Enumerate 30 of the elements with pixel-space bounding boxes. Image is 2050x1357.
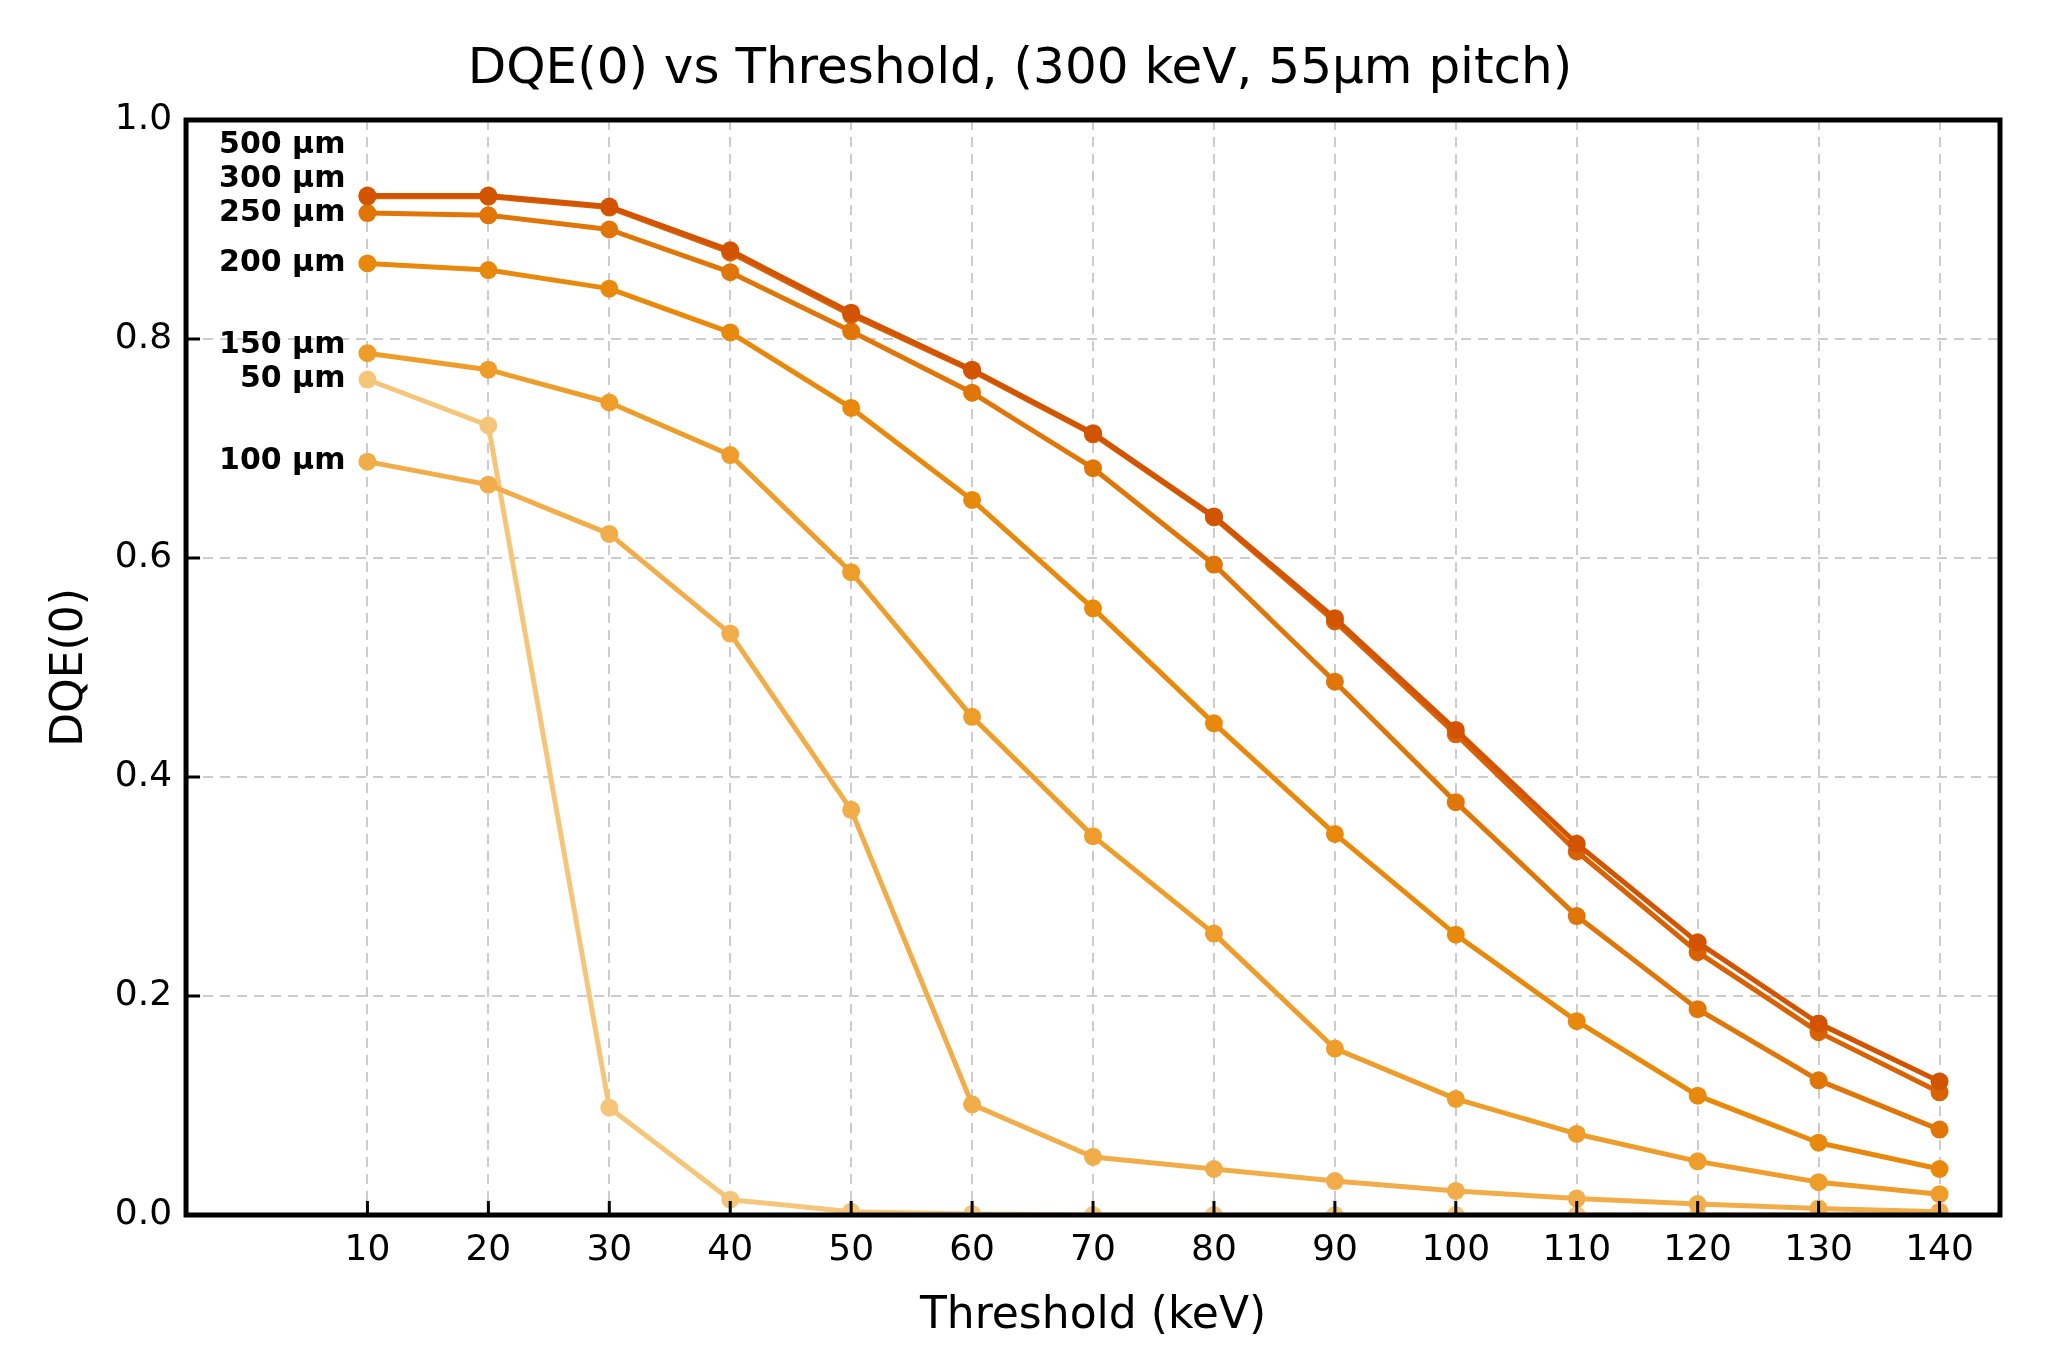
y-axis-title: DQE(0) bbox=[40, 588, 92, 747]
chart-title: DQE(0) vs Threshold, (300 keV, 55µm pitch) bbox=[467, 36, 1573, 95]
x-tick-label: 90 bbox=[1311, 1226, 1358, 1268]
y-tick-label: 0.4 bbox=[114, 753, 173, 795]
y-tick-label: 0.6 bbox=[114, 534, 173, 576]
x-tick-label: 50 bbox=[828, 1226, 875, 1268]
series-label: 100 µm bbox=[219, 441, 346, 477]
x-tick-label: 140 bbox=[1905, 1226, 1974, 1268]
x-axis-title: Threshold (keV) bbox=[918, 1287, 1267, 1339]
x-tick-label: 30 bbox=[586, 1226, 633, 1268]
y-tick-label: 1.0 bbox=[114, 96, 173, 138]
series-label: 200 µm bbox=[219, 243, 346, 279]
x-tick-label: 60 bbox=[949, 1226, 995, 1268]
series-label: 50 µm bbox=[239, 359, 346, 395]
series-label: 500 µm bbox=[219, 124, 346, 160]
x-tick-label: 10 bbox=[344, 1226, 391, 1268]
x-tick-label: 110 bbox=[1542, 1226, 1612, 1268]
x-tick-label: 120 bbox=[1663, 1226, 1733, 1268]
x-tick-label: 70 bbox=[1070, 1226, 1116, 1268]
x-tick-label: 80 bbox=[1191, 1226, 1237, 1268]
x-tick-label: 130 bbox=[1784, 1226, 1853, 1268]
x-tick-label: 40 bbox=[707, 1226, 754, 1268]
x-tick-label: 100 bbox=[1421, 1226, 1491, 1268]
series-label: 250 µm bbox=[219, 192, 346, 228]
y-tick-label: 0.2 bbox=[114, 972, 173, 1014]
y-tick-label: 0.0 bbox=[114, 1191, 173, 1233]
series-label: 150 µm bbox=[219, 325, 346, 361]
series-label: 300 µm bbox=[219, 158, 346, 194]
y-tick-label: 0.8 bbox=[114, 315, 173, 357]
x-tick-label: 20 bbox=[465, 1226, 512, 1268]
